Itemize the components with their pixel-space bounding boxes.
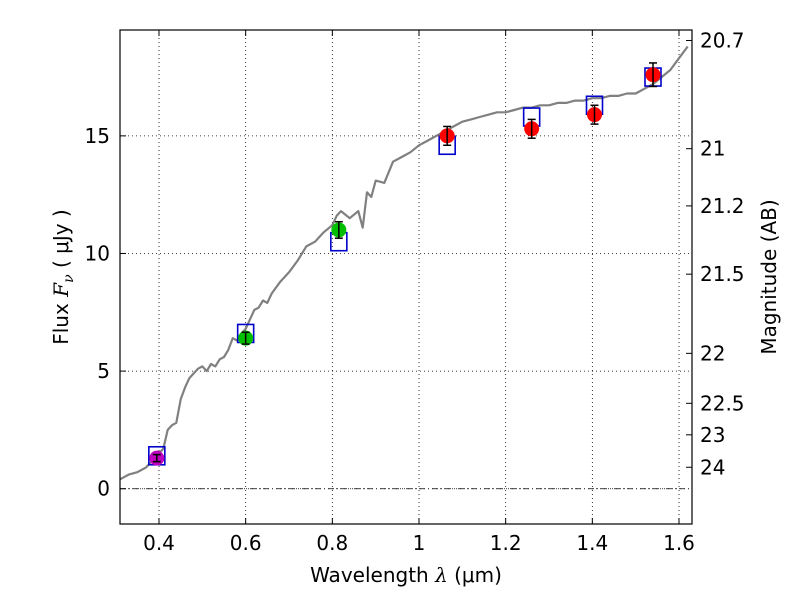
x-axis-label: Wavelength λ (μm) — [310, 563, 502, 587]
x-tick-label: 1.6 — [663, 531, 695, 555]
x-tick-label: 0.8 — [316, 531, 348, 555]
plot-frame — [119, 29, 693, 525]
y-tick-label: 5 — [97, 359, 110, 383]
mag-tick-label: 21 — [700, 137, 725, 161]
mag-tick-label: 21.2 — [700, 194, 745, 218]
mag-tick-label: 22 — [700, 341, 725, 365]
mag-tick-label: 20.7 — [700, 28, 745, 52]
mag-tick-label: 22.5 — [700, 391, 745, 415]
observed-photometry-layer — [149, 62, 661, 466]
x-tick-label: 0.4 — [143, 531, 175, 555]
x-tick-label: 1 — [413, 531, 426, 555]
grid-lines — [120, 30, 692, 524]
y-axis-label: Flux Fν ( μJy ) — [49, 209, 77, 344]
mag-tick-label: 21.5 — [700, 262, 745, 286]
model-sed-layer — [119, 45, 689, 481]
model-sed-line — [119, 45, 689, 481]
y2-axis-label: Magnitude (AB) — [757, 199, 781, 354]
x-tick-label: 1.4 — [576, 531, 608, 555]
mag-tick-label: 24 — [700, 455, 725, 479]
mag-tick-label: 23 — [700, 423, 725, 447]
x-tick-label: 0.6 — [230, 531, 262, 555]
y-tick-label: 10 — [85, 241, 110, 265]
axis-ticks: 0.4 0.6 0.8 1 1.2 1.4 1.6 0 5 10 15 20.7 21 21.2 21.5 2… — [85, 28, 745, 555]
y-tick-label: 15 — [85, 124, 110, 148]
y-tick-label: 0 — [97, 477, 110, 501]
x-tick-label: 1.2 — [490, 531, 522, 555]
